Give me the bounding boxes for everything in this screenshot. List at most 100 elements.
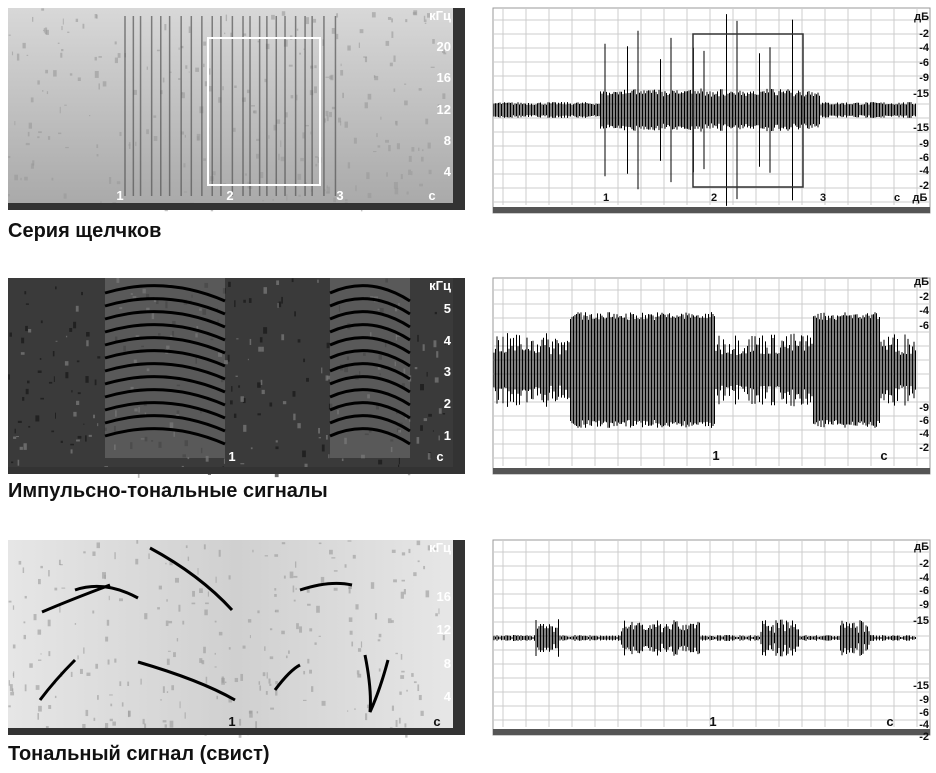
noise [388,145,390,151]
noise [13,437,16,439]
noise [296,95,297,101]
noise [65,372,68,378]
noise [379,634,382,637]
noise [144,613,147,619]
noise [209,86,212,92]
noise [135,142,136,146]
noise [296,623,299,629]
noise [327,343,330,348]
noise [128,711,130,717]
noise [248,619,251,622]
noise [243,425,246,432]
noise [262,390,265,394]
noise [314,86,317,93]
noise [80,669,83,674]
noise [89,435,92,437]
noise [76,306,79,312]
db-tick-label: -2 [919,731,929,743]
noise [406,690,408,692]
db-tick-label: -15 [913,615,929,627]
noise [293,586,295,593]
noise [393,579,397,582]
noise [184,191,187,192]
noise [27,55,29,56]
noise [53,70,57,76]
noise [15,429,16,434]
noise [438,608,439,614]
noise [146,129,149,134]
noise [38,660,41,661]
noise [270,708,274,710]
noise [315,156,318,158]
freq-tick-label: 4 [444,333,452,348]
noise [70,444,74,446]
time-label: с [894,192,900,204]
noise [289,65,293,67]
noise [318,428,320,434]
noise [40,566,43,568]
noise [294,311,296,316]
freq-tick-label: 20 [437,39,451,54]
noise [14,175,18,181]
noise [48,620,51,627]
noise [9,333,12,337]
noise [348,540,352,541]
noise [400,675,404,679]
noise [70,73,72,75]
noise [13,644,16,648]
noise [110,719,113,721]
db-tick-label: -9 [919,72,929,84]
noise [189,26,191,33]
noise [419,184,423,187]
noise [65,147,69,148]
noise [25,326,28,331]
noise [192,591,195,597]
noise [281,157,285,161]
noise [102,572,106,579]
noise [371,582,374,589]
noise [224,33,225,34]
noise [281,297,283,304]
noise [188,557,189,561]
time-label: с [880,448,887,463]
noise [83,647,84,653]
noise [330,75,333,81]
noise [322,701,326,706]
noise [319,543,322,545]
noise [14,121,15,125]
noise [326,191,330,193]
axis-strip [453,540,465,735]
noise [379,668,381,671]
noise [358,648,361,652]
noise [192,603,196,605]
noise [58,43,60,44]
noise [317,280,319,283]
noise [182,621,184,625]
noise [234,414,236,418]
noise [306,378,309,382]
noise [386,172,388,176]
noise [272,199,274,201]
noise [309,628,312,631]
noise [421,711,424,716]
noise [363,56,367,57]
time-strip [8,467,465,474]
noise [374,76,378,80]
noise [297,29,299,31]
noise [13,605,14,609]
noise [118,53,121,58]
noise [282,542,285,544]
noise [263,327,267,334]
noise [334,588,338,591]
noise [61,49,63,51]
noise [256,154,259,159]
noise [47,91,48,94]
time-label: 1 [603,192,609,204]
noise [299,626,302,632]
time-label: 1 [712,448,719,463]
noise [428,414,432,417]
time-label: 1 [709,714,716,729]
noise [208,591,209,596]
db-tick-label: -2 [919,28,929,40]
noise [325,77,329,78]
